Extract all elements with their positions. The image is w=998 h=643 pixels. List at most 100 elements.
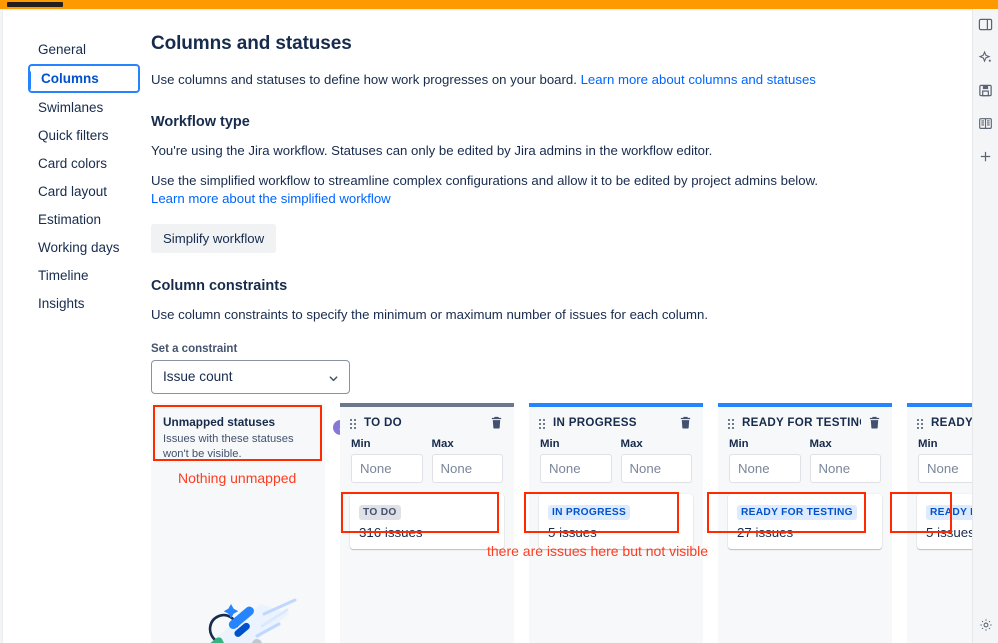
column-header: READY FOR TESTING: [718, 407, 892, 438]
page-intro-text: Use columns and statuses to define how w…: [151, 72, 577, 87]
drag-handle-icon[interactable]: [349, 417, 357, 429]
sidebar-item-columns[interactable]: Columns: [28, 64, 140, 93]
drag-handle-icon[interactable]: [538, 417, 546, 429]
column-accent-bar: [340, 403, 514, 407]
status-card[interactable]: READY FOR TESTING 27 issues: [728, 494, 882, 549]
unmapped-statuses-subtitle: Issues with these statuses won't be visi…: [163, 433, 294, 461]
sidebar-item-label: Card layout: [38, 184, 108, 199]
column-title: IN PROGRESS: [553, 416, 637, 429]
column-ready-for-testing: READY FOR TESTING Min Max: [718, 403, 892, 643]
max-label: Max: [620, 438, 643, 450]
column-title: READY FOR RELEASE: [931, 416, 972, 429]
sidebar-item-label: Working days: [38, 240, 120, 255]
reader-view-icon[interactable]: [977, 114, 995, 132]
annotation-issues-not-visible: there are issues here but not visible: [487, 543, 709, 559]
status-lozenge: IN PROGRESS: [548, 505, 631, 520]
status-issue-count-value: 5: [926, 525, 934, 540]
set-a-constraint-label: Set a constraint: [151, 342, 238, 355]
status-issue-count-value: 27: [737, 525, 752, 540]
column-accent-bar: [907, 403, 972, 407]
settings-page: General Columns Swimlanes Quick filters …: [0, 11, 972, 643]
sidebar-item-card-layout[interactable]: Card layout: [28, 178, 140, 205]
delete-column-icon[interactable]: [868, 416, 881, 429]
column-constraint-fields: Min Max: [529, 438, 703, 483]
unmapped-statuses-title: Unmapped statuses: [163, 415, 276, 429]
add-icon[interactable]: [977, 147, 995, 165]
status-card[interactable]: READY FOR RELEASE 5 issues: [917, 494, 972, 549]
sparkle-ai-icon[interactable]: [977, 48, 995, 66]
status-issue-count: 5 issues: [926, 525, 972, 540]
max-field-wrap: Max: [620, 438, 692, 483]
simplify-workflow-button[interactable]: Simplify workflow: [151, 224, 277, 254]
max-field-wrap: Max: [431, 438, 503, 483]
sidebar-item-estimation[interactable]: Estimation: [28, 206, 140, 233]
column-title: TO DO: [364, 416, 403, 429]
sidebar-item-insights[interactable]: Insights: [28, 290, 140, 317]
drag-handle-icon[interactable]: [916, 417, 924, 429]
min-label: Min: [918, 438, 938, 450]
save-icon[interactable]: [977, 81, 995, 99]
sidebar-item-label: Quick filters: [38, 128, 109, 143]
progress-indicator: [7, 2, 63, 7]
column-constraints-description: Use column constraints to specify the mi…: [151, 307, 709, 323]
constraint-select[interactable]: Issue count: [151, 359, 350, 394]
status-issue-count-suffix: issues: [559, 525, 597, 540]
column-constraint-fields: Min Max: [907, 438, 972, 483]
max-label: Max: [809, 438, 832, 450]
sidebar-item-swimlanes[interactable]: Swimlanes: [28, 94, 140, 121]
column-header: TO DO: [340, 407, 514, 438]
drag-handle-icon[interactable]: [727, 417, 735, 429]
min-input[interactable]: [729, 454, 801, 483]
column-accent-bar: [529, 403, 703, 407]
min-input[interactable]: [540, 454, 612, 483]
page-title: Columns and statuses: [151, 33, 352, 54]
sidebar-item-timeline[interactable]: Timeline: [28, 262, 140, 289]
status-issue-count-suffix: issues: [755, 525, 794, 540]
sidebar-item-label: Swimlanes: [38, 100, 104, 115]
sidebar-item-working-days[interactable]: Working days: [28, 234, 140, 261]
panel-icon[interactable]: [977, 15, 995, 33]
min-input[interactable]: [351, 454, 423, 483]
sidebar-item-general[interactable]: General: [28, 36, 140, 63]
status-card[interactable]: TO DO 316 issues: [350, 494, 504, 549]
max-input[interactable]: [809, 454, 881, 483]
delete-column-icon[interactable]: [679, 416, 692, 429]
board-settings-nav: General Columns Swimlanes Quick filters …: [28, 36, 140, 318]
right-icon-rail: [972, 9, 998, 643]
status-lozenge: READY FOR RELEASE: [926, 505, 972, 520]
sidebar-item-card-colors[interactable]: Card colors: [28, 150, 140, 177]
status-issue-count-value: 5: [548, 525, 556, 540]
min-input[interactable]: [918, 454, 972, 483]
max-label: Max: [431, 438, 454, 450]
max-input[interactable]: [431, 454, 503, 483]
browser-progress-bar: [0, 0, 998, 9]
max-input[interactable]: [620, 454, 692, 483]
status-card[interactable]: IN PROGRESS 5 issues: [539, 494, 693, 549]
workflow-type-heading: Workflow type: [151, 114, 250, 131]
column-constraint-fields: Min Max: [340, 438, 514, 483]
learn-more-columns-link[interactable]: Learn more about columns and statuses: [580, 72, 816, 87]
status-lozenge: READY FOR TESTING: [737, 505, 857, 520]
sidebar-item-quick-filters[interactable]: Quick filters: [28, 122, 140, 149]
max-field-wrap: Max: [809, 438, 881, 483]
status-lozenge: TO DO: [359, 505, 401, 520]
status-issue-count-value: 316: [359, 525, 382, 540]
min-field-wrap: Min: [351, 438, 423, 483]
column-constraint-fields: Min Max: [718, 438, 892, 483]
rocket-illustration: [207, 598, 297, 643]
page-intro: Use columns and statuses to define how w…: [151, 70, 951, 89]
column-in-progress: IN PROGRESS Min Max IN PR: [529, 403, 703, 643]
constraint-select-wrapper: Issue count: [151, 359, 350, 394]
column-title: READY FOR TESTING: [742, 416, 861, 429]
min-label: Min: [351, 438, 371, 450]
status-issue-count: 316 issues: [359, 525, 495, 540]
status-issue-count-suffix: issues: [384, 525, 423, 540]
learn-more-simplified-workflow-link[interactable]: Learn more about the simplified workflow: [151, 191, 391, 207]
min-label: Min: [729, 438, 749, 450]
annotation-nothing-unmapped: Nothing unmapped: [178, 470, 297, 486]
min-field-wrap: Min: [918, 438, 972, 483]
gear-icon[interactable]: [977, 616, 995, 634]
column-ready-for-release: READY FOR RELEASE Min Max: [907, 403, 972, 643]
delete-column-icon[interactable]: [490, 416, 503, 429]
